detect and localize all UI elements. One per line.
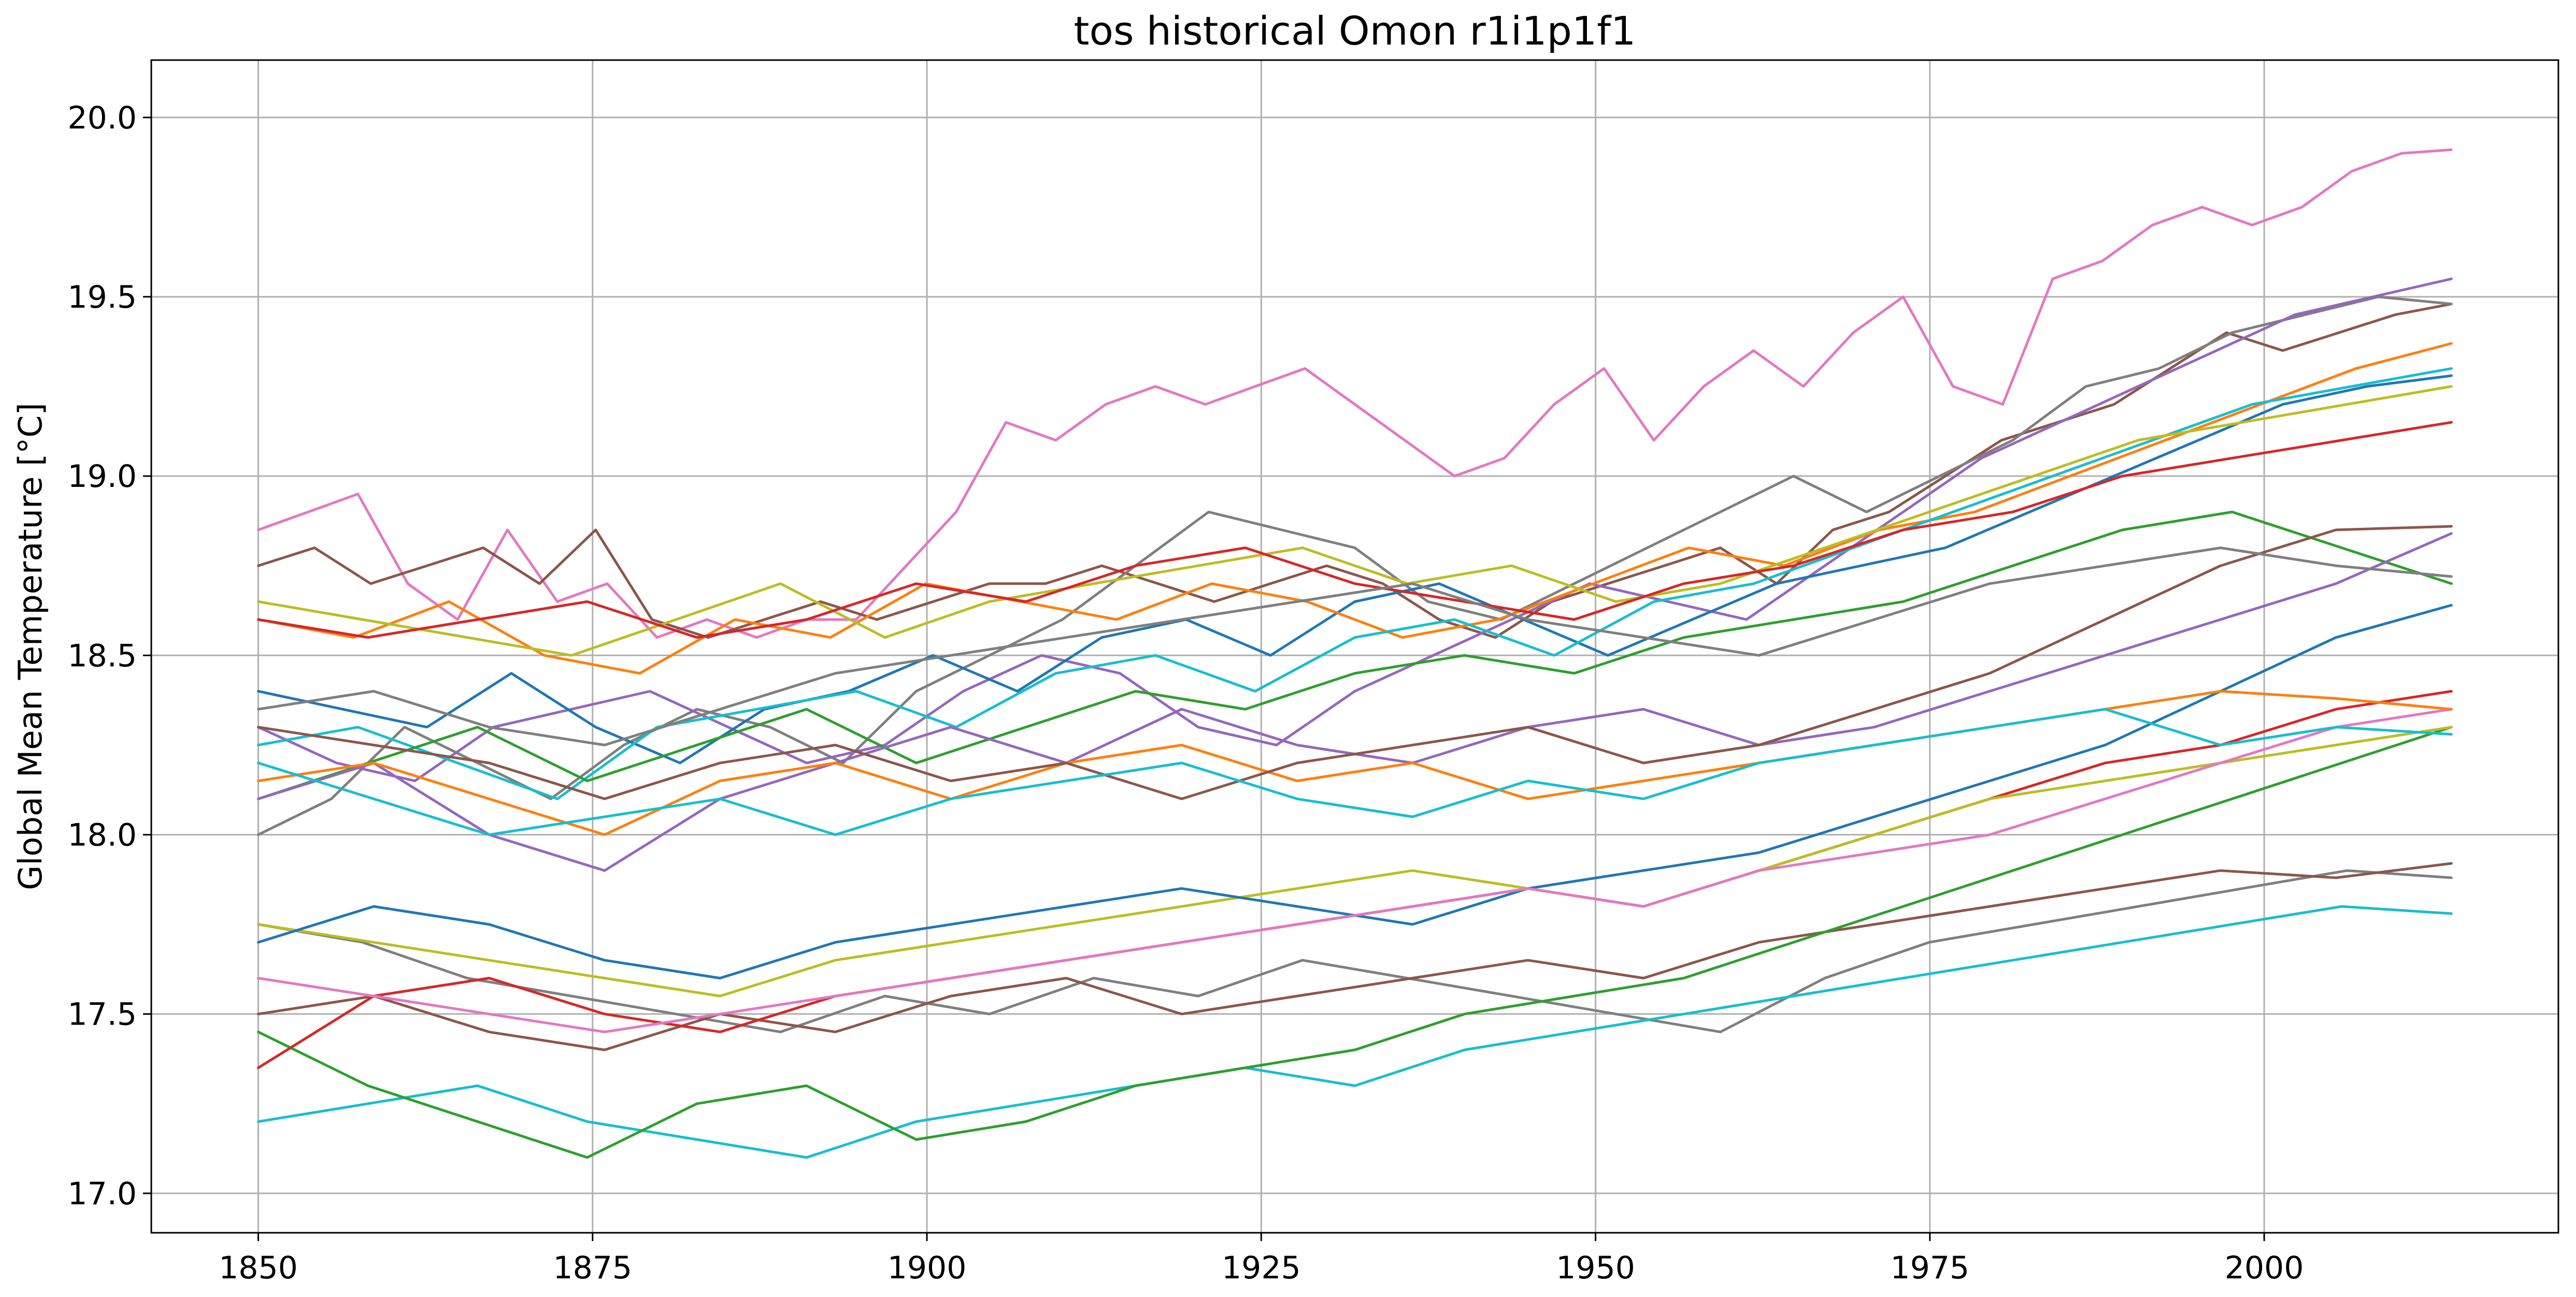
y-tick-label: 19.5 [67, 279, 137, 315]
x-tick-label: 1875 [553, 1250, 632, 1286]
series-line-20 [257, 690, 2453, 836]
y-tick-label: 18.0 [67, 817, 137, 853]
series-line-9 [257, 421, 2453, 639]
x-tick-label: 1925 [1222, 1250, 1301, 1286]
series-line-23 [257, 708, 2453, 836]
plot-frame [150, 59, 2559, 1234]
x-tick-label: 1900 [888, 1250, 967, 1286]
series-line-10 [257, 510, 2453, 800]
series-line-2 [257, 302, 2453, 639]
series-line-6 [257, 342, 2453, 675]
series-line-21 [257, 525, 2453, 800]
series-line-4 [257, 277, 2453, 783]
y-tick-label: 17.0 [67, 1176, 137, 1212]
series-line-22 [257, 546, 2453, 746]
x-tick-label: 1975 [1891, 1250, 1970, 1286]
series-line-14 [257, 726, 2453, 1159]
x-tick-label: 1850 [219, 1250, 298, 1286]
y-tick-label: 17.5 [67, 997, 137, 1033]
series-line-13 [257, 905, 2453, 1159]
series-line-16 [257, 726, 2453, 998]
x-tick-label: 2000 [2225, 1250, 2304, 1286]
series-line-3 [257, 295, 2453, 836]
series-line-1 [257, 148, 2453, 639]
series-line-8 [257, 385, 2453, 657]
series-line-18 [257, 708, 2453, 1033]
grid-layer [151, 60, 2558, 1233]
series-line-17 [257, 603, 2453, 979]
y-tick-label: 20.0 [67, 100, 137, 136]
x-tick-label: 1950 [1556, 1250, 1635, 1286]
y-axis-label: Global Mean Temperature [°C] [11, 402, 49, 890]
y-tick-label: 18.5 [67, 638, 137, 674]
chart-title: tos historical Omon r1i1p1f1 [1074, 8, 1636, 54]
tick-layer: 1850 1875 1900 1925 1950 1975 2000 17.0 17.5 18.0… [67, 100, 2303, 1286]
y-tick-label: 19.0 [67, 458, 137, 495]
series-line-12 [257, 862, 2453, 1051]
series-layer [257, 148, 2453, 1159]
series-line-7 [257, 367, 2453, 800]
series-line-11 [257, 869, 2453, 1033]
